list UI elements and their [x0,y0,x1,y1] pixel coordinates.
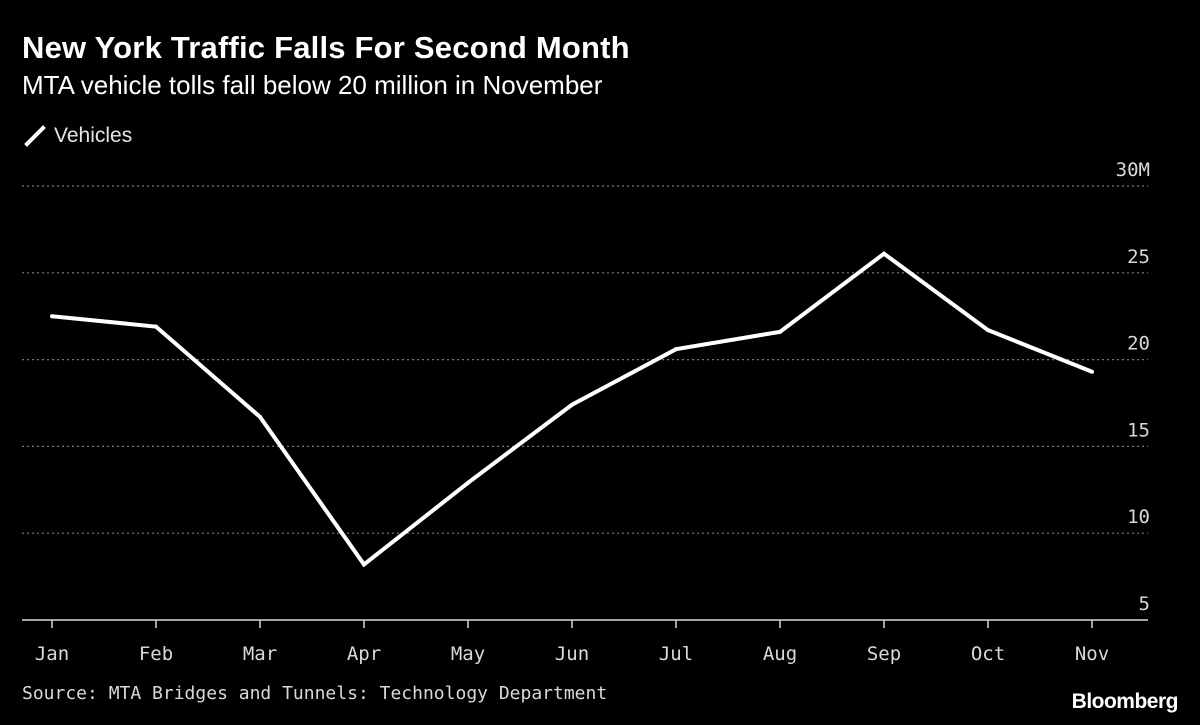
data-point [154,324,158,329]
y-tick-label: 30M [1116,159,1150,181]
x-tick-label: Jan [35,643,69,665]
x-tick-label: Mar [243,643,277,665]
data-point [986,328,990,333]
y-tick-label: 25 [1127,246,1150,268]
x-tick-label: May [451,643,485,665]
y-tick-label: 5 [1139,593,1150,615]
source-note: Source: MTA Bridges and Tunnels: Technol… [22,683,608,704]
x-tick-label: Sep [867,643,901,665]
x-tick-label: Jun [555,643,589,665]
y-tick-label: 15 [1127,419,1150,441]
data-point [778,329,782,334]
data-point [466,480,470,485]
x-tick-label: Aug [763,643,797,665]
y-tick-label: 20 [1127,333,1150,355]
chart-title: New York Traffic Falls For Second Month [22,30,630,65]
x-tick-label: Oct [971,643,1005,665]
series-line [51,251,1093,568]
data-point [1090,369,1094,374]
data-point [570,402,574,407]
x-tick-label: Apr [347,643,381,665]
data-point [258,414,262,419]
legend: Vehicles [24,123,132,149]
x-tick-label: Feb [139,643,173,665]
legend-label: Vehicles [54,124,133,147]
data-point [674,347,678,352]
chart-subtitle: MTA vehicle tolls fall below 20 million … [22,70,603,100]
data-point [882,251,886,256]
data-point [50,314,54,319]
bloomberg-logo: Bloomberg [1071,690,1179,713]
x-tick-label: Nov [1075,643,1109,665]
data-point [362,562,366,567]
y-tick-label: 10 [1127,506,1150,528]
x-tick-label: Jul [659,643,693,665]
legend-line-icon [24,125,46,147]
